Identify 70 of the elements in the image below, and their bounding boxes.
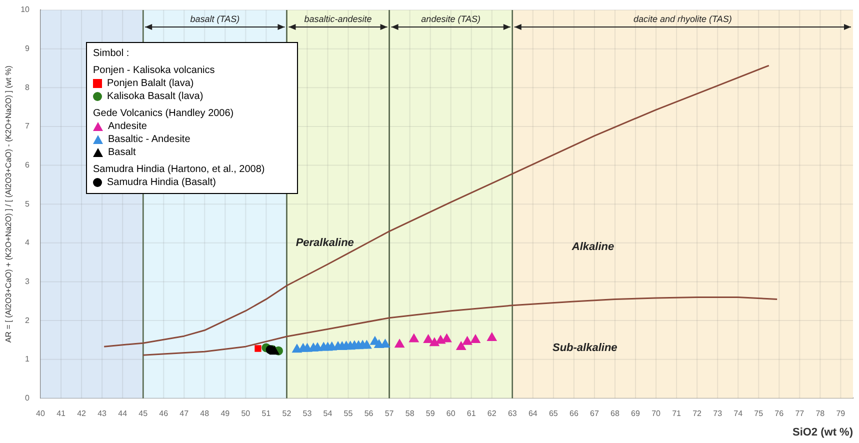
x-tick-label: 67	[590, 409, 600, 418]
y-tick-label: 7	[25, 122, 30, 131]
x-tick-label: 45	[138, 409, 148, 418]
x-tick-label: 54	[323, 409, 333, 418]
x-tick-label: 55	[344, 409, 354, 418]
x-tick-label: 61	[466, 409, 476, 418]
x-tick-label: 79	[836, 409, 846, 418]
annotation: Ponjen - Kalisoka volcanics	[93, 64, 216, 77]
x-tick-label: 69	[631, 409, 641, 418]
x-tick-label: 43	[98, 409, 108, 418]
x-tick-label: 50	[241, 409, 251, 418]
x-tick-label: 63	[508, 409, 518, 418]
x-tick-label: 52	[282, 409, 292, 418]
x-tick-label: 51	[262, 409, 272, 418]
x-tick-label: 78	[816, 409, 826, 418]
annotation: Sub-alkaline	[552, 342, 618, 354]
x-tick-label: 64	[528, 409, 538, 418]
x-tick-label: 59	[426, 409, 436, 418]
legend-label: Samudra Hindia (Basalt)	[107, 176, 216, 189]
y-tick-label: 1	[25, 354, 30, 364]
x-tick-label: 47	[180, 409, 190, 418]
legend-title: Simbol :	[93, 47, 130, 60]
legend-label: Basalt	[108, 146, 136, 159]
x-tick-label: 49	[220, 409, 230, 418]
y-tick-label: 8	[25, 82, 30, 92]
y-tick-label: 9	[25, 44, 30, 54]
y-axis-title: AR = [ (Al2O3+CaO) + (K2O+Na2O) ] / [ (Al2O3+CaO) - (K2O+Na2O) ] (wt %)	[4, 65, 14, 343]
band-label: basaltic-andesite	[304, 14, 372, 24]
x-tick-label: 60	[446, 409, 456, 418]
x-tick-label: 56	[364, 409, 374, 418]
annotation: Gede Volcanics (Handley 2006)	[93, 107, 235, 120]
x-tick-label: 46	[159, 409, 169, 418]
y-tick-label: 10	[20, 5, 30, 14]
y-tick-label: 2	[25, 316, 30, 325]
x-tick-label: 40	[36, 409, 46, 418]
x-tick-label: 68	[610, 409, 620, 418]
x-tick-label: 62	[487, 409, 497, 418]
legend-label: Andesite	[108, 120, 147, 133]
x-tick-label: 76	[774, 409, 784, 418]
legend-label: Basaltic - Andesite	[108, 133, 190, 146]
x-tick-label: 72	[692, 409, 702, 418]
x-tick-label: 66	[570, 409, 579, 418]
x-tick-label: 74	[734, 409, 744, 418]
x-tick-label: 65	[548, 409, 558, 418]
y-tick-label: 5	[25, 199, 30, 208]
x-tick-label: 58	[405, 409, 415, 418]
y-tick-label: 6	[25, 160, 30, 170]
x-tick-label: 75	[754, 409, 764, 418]
annotation: Alkaline	[570, 240, 614, 253]
band-label: dacite and rhyolite (TAS)	[634, 14, 732, 24]
x-tick-label: 41	[56, 409, 66, 418]
x-axis-title: SiO2 (wt %)	[792, 426, 854, 438]
x-tick-label: 73	[713, 409, 723, 418]
x-tick-label: 57	[384, 409, 394, 418]
band-label: basalt (TAS)	[190, 14, 240, 24]
y-tick-label: 0	[25, 393, 30, 402]
x-tick-label: 53	[302, 409, 312, 418]
annotation: Samudra Hindia (Hartono, et al., 2008)	[93, 163, 266, 176]
legend-label: Kalisoka Basalt (lava)	[107, 90, 204, 103]
x-tick-label: 48	[200, 409, 210, 418]
x-tick-label: 42	[77, 409, 87, 418]
x-tick-label: 77	[795, 409, 805, 418]
x-tick-label: 44	[118, 409, 128, 418]
legend-label: Ponjen Balalt (lava)	[107, 77, 194, 90]
annotation: Peralkaline	[296, 236, 354, 249]
x-tick-label: 71	[672, 409, 682, 418]
y-tick-label: 4	[25, 238, 30, 248]
y-tick-label: 3	[25, 276, 30, 286]
band-label: andesite (TAS)	[421, 14, 481, 24]
x-tick-label: 70	[652, 409, 662, 418]
